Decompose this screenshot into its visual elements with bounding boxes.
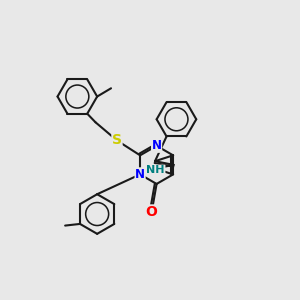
Text: N: N [152, 139, 162, 152]
Text: N: N [135, 168, 145, 181]
Text: S: S [112, 134, 122, 148]
Text: NH: NH [146, 165, 165, 175]
Text: O: O [146, 205, 158, 219]
